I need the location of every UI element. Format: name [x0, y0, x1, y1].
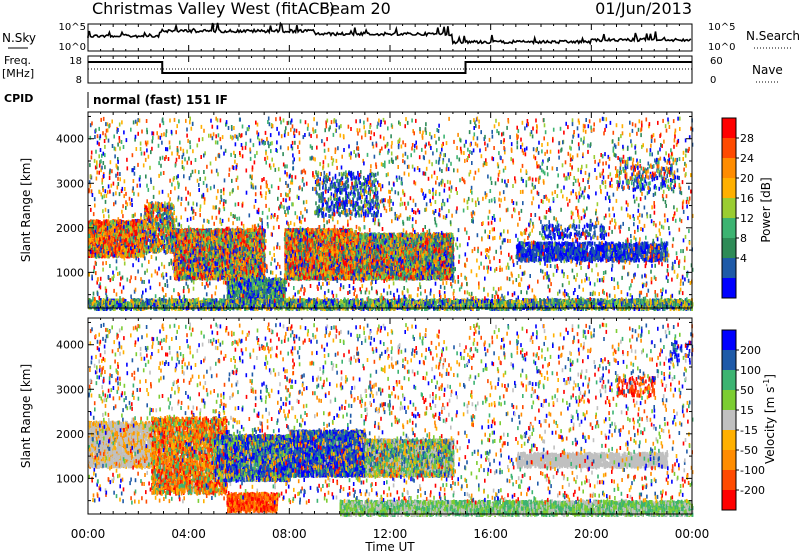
- nave-tick-bottom: 0: [710, 75, 716, 86]
- nsky-tick-top: 10^5: [59, 22, 86, 33]
- freq-label-2: [MHz]: [2, 67, 34, 80]
- radar-figure: Christmas Valley West (fitACF) Beam 20 0…: [0, 0, 800, 554]
- nave-tick-top: 60: [710, 56, 723, 67]
- echo-cell: [130, 221, 132, 225]
- date-title: 01/Jun/2013: [595, 0, 692, 18]
- nsky-trace: [88, 23, 691, 44]
- echo-cell: [93, 254, 95, 258]
- echo-cell: [123, 240, 125, 244]
- freq-label-1: Freq.: [4, 54, 31, 67]
- freq-traces: [88, 62, 692, 73]
- station-title: Christmas Valley West (fitACF): [92, 0, 335, 18]
- beam-title: Beam 20: [319, 0, 391, 18]
- freq-tick-top: 18: [69, 56, 82, 67]
- nsky-tick-bottom: 10^0: [59, 42, 86, 53]
- nsky-traces: [88, 23, 691, 44]
- nsearch-tick-top: 10^5: [708, 22, 735, 33]
- nsky-label: N.Sky: [2, 31, 36, 45]
- cpid-label: CPID: [4, 92, 33, 105]
- nsearch-tick-bottom: 10^0: [708, 42, 735, 53]
- freq-trace: [88, 62, 692, 73]
- power-scatter: [88, 117, 694, 312]
- freq-tick-bottom: 8: [76, 75, 82, 86]
- nsearch-label: N.Search: [746, 29, 800, 43]
- cpid-text: normal (fast) 151 IF: [93, 93, 228, 107]
- nave-label: Nave: [752, 63, 783, 77]
